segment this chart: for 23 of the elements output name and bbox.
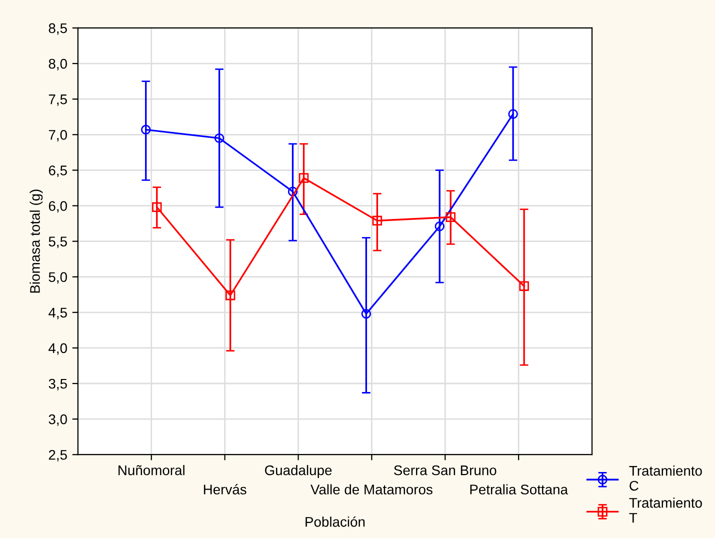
x-tick-label: Nuñomoral: [118, 465, 184, 476]
y-tick-label: 6,5: [48, 166, 67, 177]
y-tick-label: 5,5: [48, 236, 67, 248]
legend-label: Tratamiento C: [629, 466, 702, 491]
y-tick-label: 6,0: [48, 201, 67, 213]
x-tick-label: Hervás: [204, 484, 246, 494]
y-tick-label: 8,5: [48, 23, 67, 35]
legend-label: Tratamiento T: [629, 498, 702, 523]
x-tick-label: Guadalupe: [264, 465, 332, 478]
y-tick-label: 5,0: [48, 272, 67, 284]
x-axis-title: Población: [306, 516, 365, 527]
y-tick-label: 3,5: [48, 378, 67, 390]
y-tick-label: 3,0: [48, 414, 67, 426]
y-tick-label: 4,5: [48, 308, 67, 320]
y-tick-label: 8,0: [48, 58, 67, 70]
y-axis-title: Biomasa total (g): [30, 190, 43, 293]
y-tick-label: 7,5: [48, 94, 67, 106]
y-tick-label: 7,0: [48, 130, 67, 142]
y-tick-label: 4,0: [48, 343, 67, 355]
x-tick-label: Petralia Sottana: [470, 484, 568, 494]
y-tick-label: 2,5: [48, 450, 67, 462]
x-tick-label: Valle de Matamoros: [310, 484, 432, 494]
x-tick-label: Serra San Bruno: [394, 465, 496, 476]
